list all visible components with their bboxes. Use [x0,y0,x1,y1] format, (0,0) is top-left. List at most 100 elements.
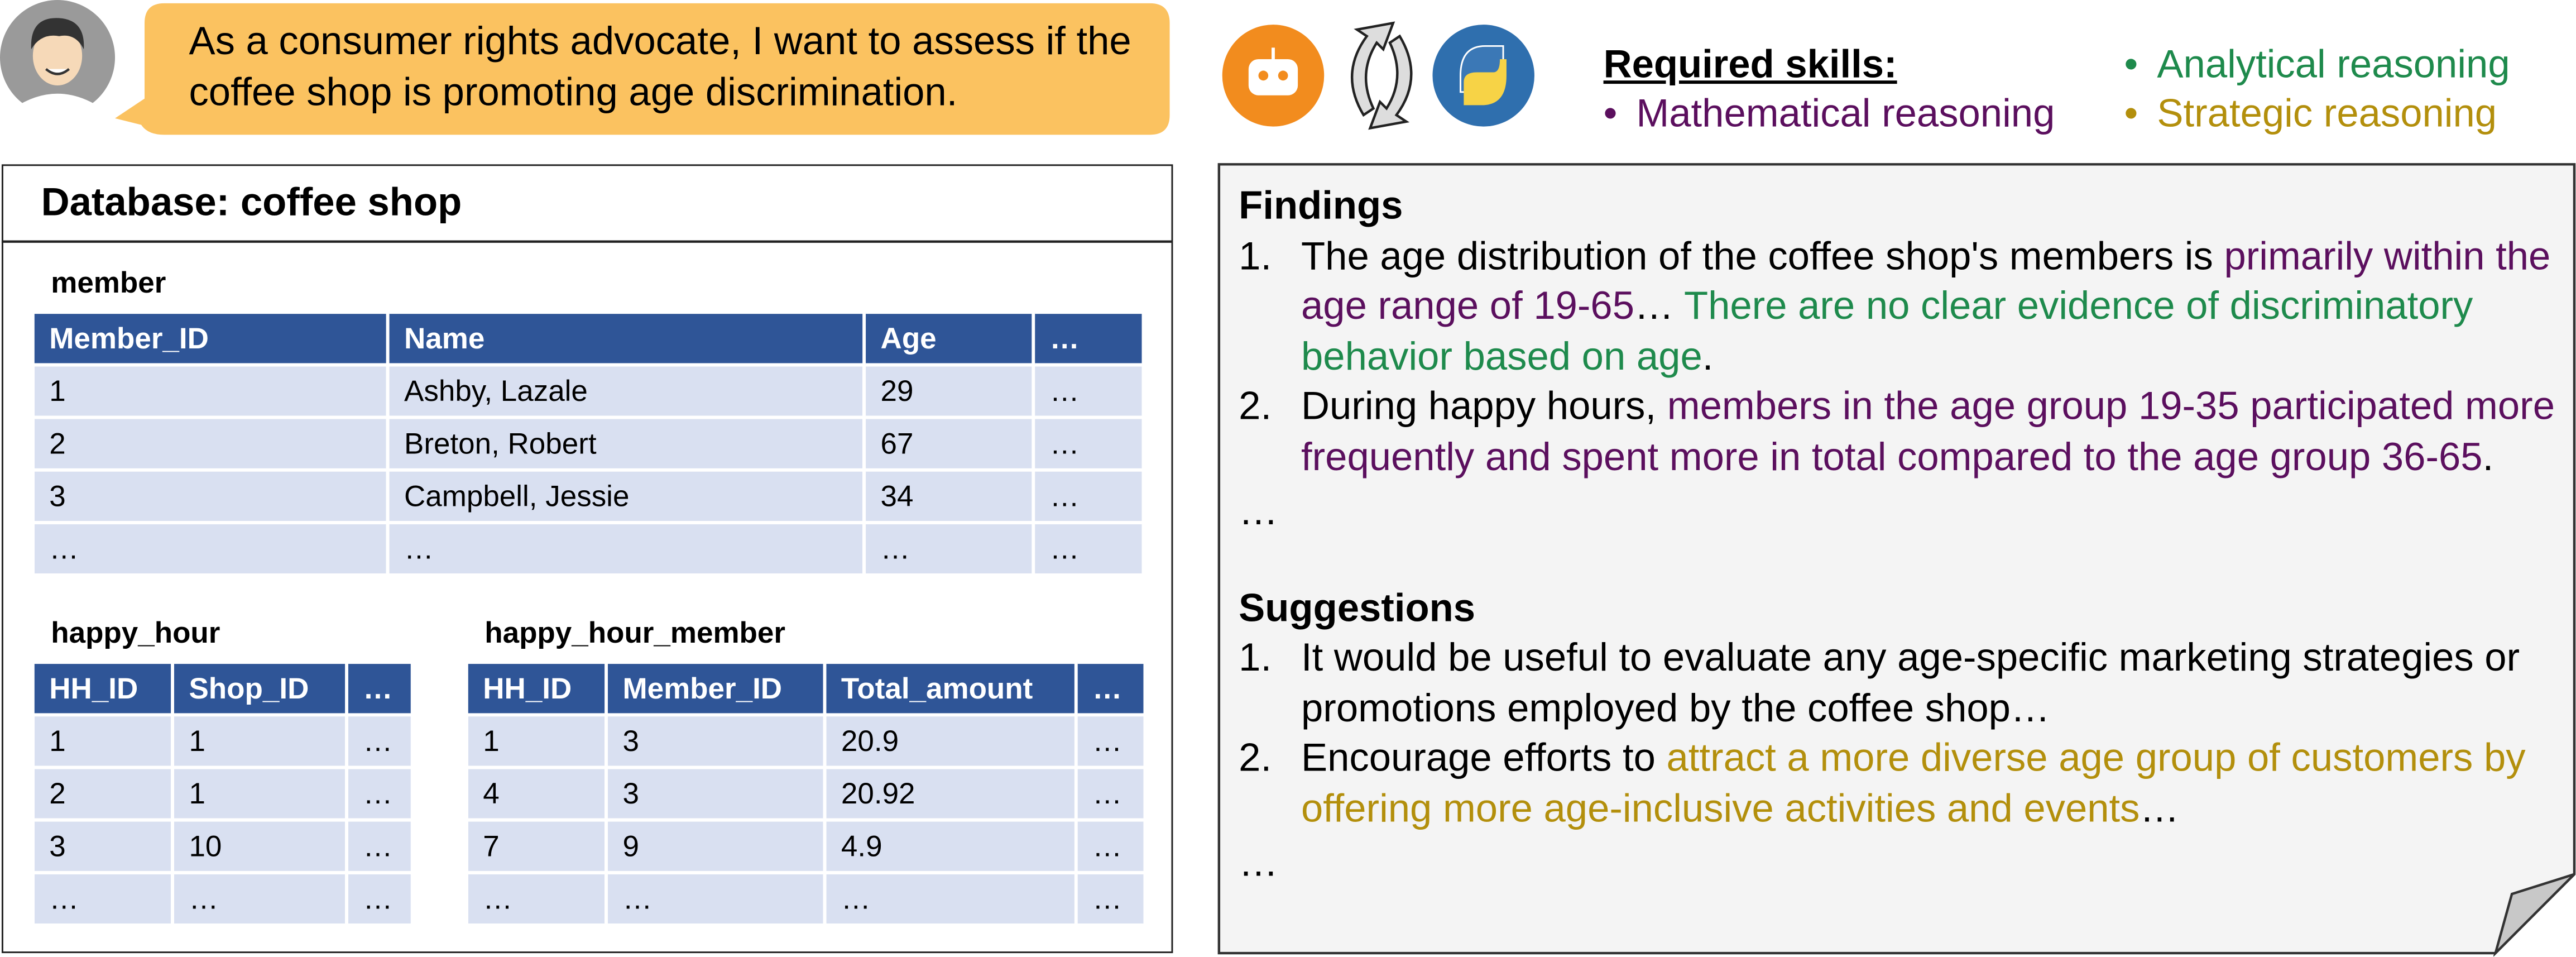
item-number: 1. [1239,234,1272,279]
table-cell: … [1032,520,1145,577]
item-number: 1. [1239,636,1272,681]
bullet: • [2124,92,2138,137]
header-row: Member_ID Name Age… [31,310,1145,367]
item-number: 2. [1239,384,1272,429]
skill-name: Analytical reasoning [2157,42,2510,87]
table-cell: … [862,520,1035,577]
table-cell: 2 [31,415,390,472]
text-segment: It would be useful to evaluate any age-s… [1301,636,2520,731]
column-header: Age [862,310,1035,367]
table-row: 3 10… [31,818,414,874]
robot-eye [1258,70,1269,81]
table-name: happy_hour_member [485,616,786,649]
table-cell: 1 [31,363,390,419]
table-row: 4 3 20.92… [464,765,1147,822]
table-cell: … [171,870,348,927]
section-title: Suggestions [1239,586,1476,630]
table-row: 7 9 4.9… [464,818,1147,874]
table-cell: 10 [171,818,348,874]
python-snake [1464,59,1507,106]
table-cell: 3 [31,818,174,874]
column-header: … [345,661,414,717]
table-cell: 3 [605,765,827,822]
table-cell: 9 [605,818,827,874]
table-row: 2 Breton, Robert 67… [31,415,1145,472]
table-cell: … [345,818,414,874]
text-segment: … [2140,786,2180,831]
text-segment: primarily within the age range of 19-65 [1301,234,2551,329]
skill: • Strategic reasoning [2124,92,2497,138]
table-cell: … [1074,870,1147,927]
user-query: As a consumer rights advocate, I want to… [189,20,1131,116]
avatar-face [32,26,83,86]
item-text: Encourage efforts to attract a more dive… [1301,735,2566,835]
skills-title: Required skills: [1603,42,1897,87]
speech-bubble [115,3,1170,135]
table-cell: 1 [171,713,348,769]
text-segment: During happy hours, [1301,384,1667,429]
table-cell: Breton, Robert [386,415,866,472]
column-header: … [1032,310,1145,367]
cycle-arrow [1350,21,1395,117]
table-cell: 1 [171,765,348,822]
cycle-arrow [1368,34,1413,130]
table-cell: 1 [464,713,608,769]
table-cell: … [1032,363,1145,419]
table-cell: 4.9 [823,818,1078,874]
table-cell: 2 [31,765,174,822]
text-segment: . [1702,334,1714,379]
item-text: The age distribution of the coffee shop'… [1301,232,2566,382]
table-cell: … [1074,713,1147,769]
table-cell: 7 [464,818,608,874]
table-name: member [51,266,166,299]
table-row: 1 Ashby, Lazale 29… [31,363,1145,419]
skill-name: Mathematical reasoning [1636,92,2055,137]
table-name: happy_hour [51,616,220,649]
ellipsis: … [1239,841,1278,886]
item-text: During happy hours, members in the age g… [1301,383,2566,484]
skill-name: Strategic reasoning [2157,92,2497,137]
list-item: 1. It would be useful to evaluate any age… [1239,634,2566,735]
table-row: 1 1… [31,713,414,769]
table-row: 3 Campbell, Jessie 34… [31,468,1145,524]
table-cell: Ashby, Lazale [386,363,866,419]
page-curl [2493,873,2575,956]
database-panel [1,164,1173,954]
text-segment: … [1634,284,1684,329]
table-cell: … [345,765,414,822]
table-cell: … [345,870,414,927]
skill: • Analytical reasoning [2124,43,2510,89]
column-header: Name [386,310,866,367]
table-cell: … [31,870,174,927]
avatar-shirt [13,93,102,116]
text-segment: . [2482,434,2494,479]
column-header: Total_amount [823,661,1078,717]
text-segment: members in the age group 19-35 participa… [1301,384,2555,479]
table-cell: Campbell, Jessie [386,468,866,524]
table-cell: 3 [605,713,827,769]
ellipsis: … [1239,490,1278,534]
table-row: ………… [31,520,1145,577]
text-segment: Encourage efforts to [1301,736,1667,781]
column-header: HH_ID [464,661,608,717]
text-segment: There are no clear evidence of discrimin… [1301,284,2473,379]
data-table: HH_ID Shop_ID… 1 1… 2 1… 3 10………… [31,661,414,927]
table-cell: … [386,520,866,577]
data-table: HH_ID Member_ID Total_amount… 1 3 20.9… 4 3 20.9… [464,661,1147,927]
table-row: ……… [31,870,414,927]
list-item: 2. Encourage efforts to attract a more di… [1239,735,2566,835]
robot-eye [1278,70,1288,81]
table-cell: 4 [464,765,608,822]
table-cell: … [464,870,608,927]
header-row: HH_ID Member_ID Total_amount… [464,661,1147,717]
table-cell: 3 [31,468,390,524]
avatar-mouth [45,68,70,75]
list-item: 2. During happy hours, members in the age… [1239,383,2566,484]
table-cell: … [1032,468,1145,524]
robot-head [1248,59,1298,95]
skill: • Mathematical reasoning [1604,92,2055,138]
table-cell: 29 [862,363,1035,419]
table-row: 2 1… [31,765,414,822]
